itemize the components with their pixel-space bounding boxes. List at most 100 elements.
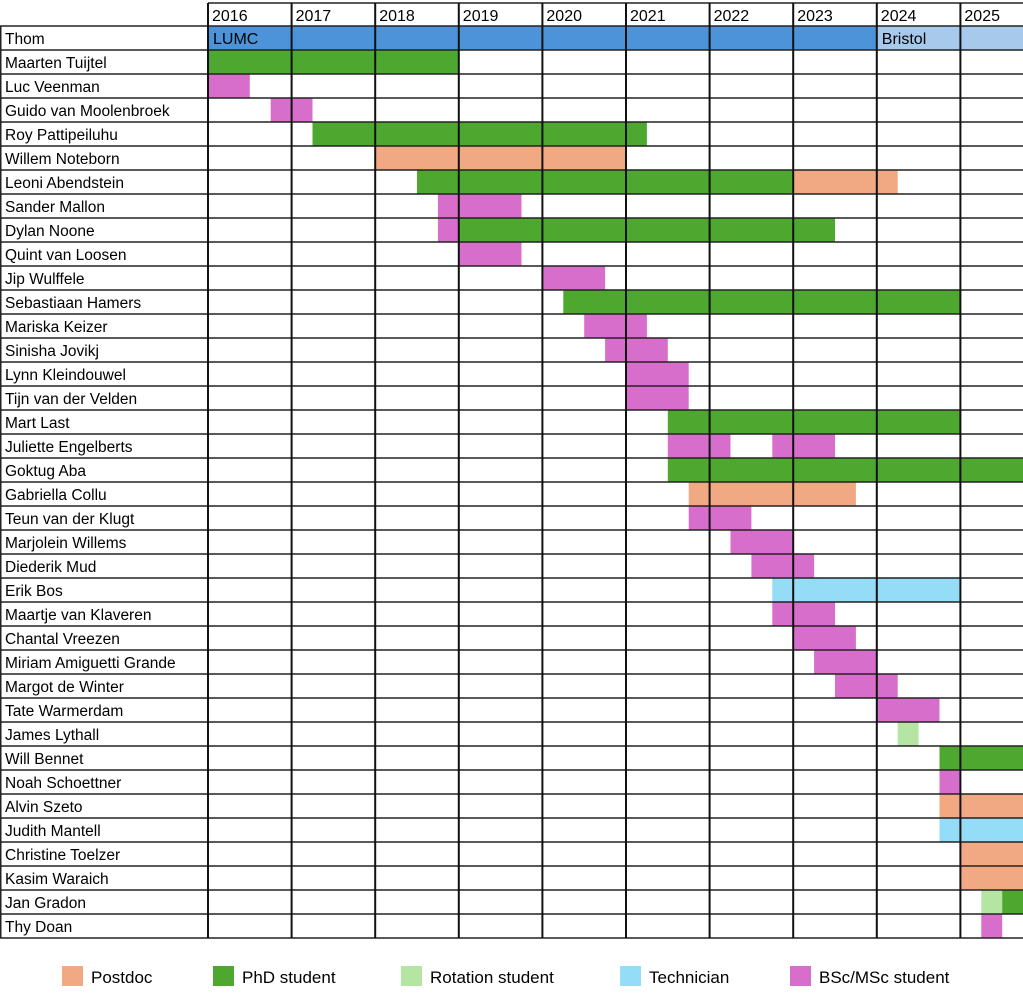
row-name: Mart Last — [5, 415, 70, 432]
bar-phd-student — [1002, 890, 1023, 914]
row-name: Jan Gradon — [5, 895, 86, 912]
bar-bsc-msc-student — [584, 314, 647, 338]
row-name: Sebastiaan Hamers — [5, 295, 141, 312]
bar-label: Bristol — [882, 31, 926, 48]
legend-swatch — [213, 966, 234, 986]
bar-bsc-msc-student — [814, 650, 877, 674]
bar-postdoc — [960, 842, 1023, 866]
bar-phd-student — [459, 218, 835, 242]
bar-phd-student — [417, 170, 793, 194]
bar-bsc-msc-student — [981, 914, 1002, 938]
bar-bsc-msc-student — [835, 674, 898, 698]
bar-bsc-msc-student — [668, 434, 731, 458]
row-name: Mariska Keizer — [5, 319, 108, 336]
bar-bsc-msc-student — [689, 506, 752, 530]
legend-label: PhD student — [242, 968, 336, 987]
row-name: Gabriella Collu — [5, 487, 107, 504]
bar-bsc-msc-student — [751, 554, 814, 578]
year-label: 2024 — [881, 8, 917, 25]
bar-phd-student — [668, 410, 961, 434]
row-name: Judith Mantell — [5, 823, 101, 840]
row-name: Chantal Vreezen — [5, 631, 120, 648]
row-name: Goktug Aba — [5, 463, 86, 480]
bar-label: LUMC — [213, 31, 258, 48]
row-name: Tate Warmerdam — [5, 703, 123, 720]
year-label: 2016 — [212, 8, 248, 25]
row-name: Marjolein Willems — [5, 535, 127, 552]
row-name: Miriam Amiguetti Grande — [5, 655, 176, 672]
row-name: Sinisha Jovikj — [5, 343, 99, 360]
year-label: 2019 — [463, 8, 499, 25]
row-name: Margot de Winter — [5, 679, 124, 696]
row-name: Kasim Waraich — [5, 871, 109, 888]
bar-rotation-student — [981, 890, 1002, 914]
legend-label: Technician — [649, 968, 729, 987]
legend-swatch — [790, 966, 811, 986]
bar-bsc-msc-student — [459, 242, 522, 266]
bar-bsc-msc-student — [793, 626, 856, 650]
row-name: Thy Doan — [5, 919, 72, 936]
row-name: Luc Veenman — [5, 79, 100, 96]
bar-bsc-msc-student — [877, 698, 940, 722]
row-name: Diederik Mud — [5, 559, 96, 576]
row-name: Teun van der Klugt — [5, 511, 135, 528]
year-label: 2025 — [964, 8, 1000, 25]
bar-phd-student — [940, 746, 1023, 770]
bar-phd-student — [208, 50, 459, 74]
row-name: Maarten Tuijtel — [5, 55, 107, 72]
row-name: Leoni Abendstein — [5, 175, 124, 192]
year-label: 2020 — [546, 8, 582, 25]
row-name: Tijn van der Velden — [5, 391, 137, 408]
bar-bsc-msc-student — [208, 74, 250, 98]
bar-bsc-msc-student — [626, 386, 689, 410]
bar-bsc-msc-student — [940, 770, 961, 794]
bar-bsc-msc-student — [772, 434, 835, 458]
legend-label: BSc/MSc student — [819, 968, 950, 987]
bar-bsc-msc-student — [731, 530, 794, 554]
legend-swatch — [62, 966, 83, 986]
bar-postdoc — [960, 866, 1023, 890]
row-name: James Lythall — [5, 727, 99, 744]
row-name: Will Bennet — [5, 751, 84, 768]
bar-postdoc — [689, 482, 856, 506]
row-name: Jip Wulffele — [5, 271, 85, 288]
row-name: Quint van Loosen — [5, 247, 127, 264]
bar-postdoc — [375, 146, 626, 170]
bar-postdoc — [793, 170, 898, 194]
row-name: Lynn Kleindouwel — [5, 367, 126, 384]
row-name: Sander Mallon — [5, 199, 105, 216]
row-name: Roy Pattipeiluhu — [5, 127, 118, 144]
bar-phd-student — [668, 458, 1023, 482]
bar-bsc-msc-student — [772, 602, 835, 626]
bar-bsc-msc-student — [542, 266, 605, 290]
bar-bsc-msc-student — [438, 194, 522, 218]
row-name: Maartje van Klaveren — [5, 607, 151, 624]
row-name: Willem Noteborn — [5, 151, 120, 168]
year-label: 2018 — [379, 8, 415, 25]
row-name: Dylan Noone — [5, 223, 95, 240]
bar-technician — [772, 578, 960, 602]
legend-swatch — [620, 966, 641, 986]
bar-postdoc — [940, 794, 1023, 818]
year-label: 2017 — [296, 8, 332, 25]
row-name: Alvin Szeto — [5, 799, 83, 816]
bar-phd-student — [563, 290, 960, 314]
row-name: Juliette Engelberts — [5, 439, 133, 456]
year-label: 2022 — [714, 8, 750, 25]
bar-phd-student — [313, 122, 647, 146]
year-label: 2023 — [797, 8, 833, 25]
legend-label: Rotation student — [430, 968, 554, 987]
legend-swatch — [401, 966, 422, 986]
bar-bsc-msc-student — [626, 362, 689, 386]
bar-rotation-student — [898, 722, 919, 746]
row-name: Christine Toelzer — [5, 847, 120, 864]
bar-bsc-msc-student — [605, 338, 668, 362]
row-name: Guido van Moolenbroek — [5, 103, 170, 120]
row-name: Erik Bos — [5, 583, 63, 600]
row-name: Thom — [5, 31, 45, 48]
row-name: Noah Schoettner — [5, 775, 121, 792]
bar-technician — [940, 818, 1023, 842]
bar-bsc-msc-student — [438, 218, 459, 242]
year-label: 2021 — [630, 8, 666, 25]
